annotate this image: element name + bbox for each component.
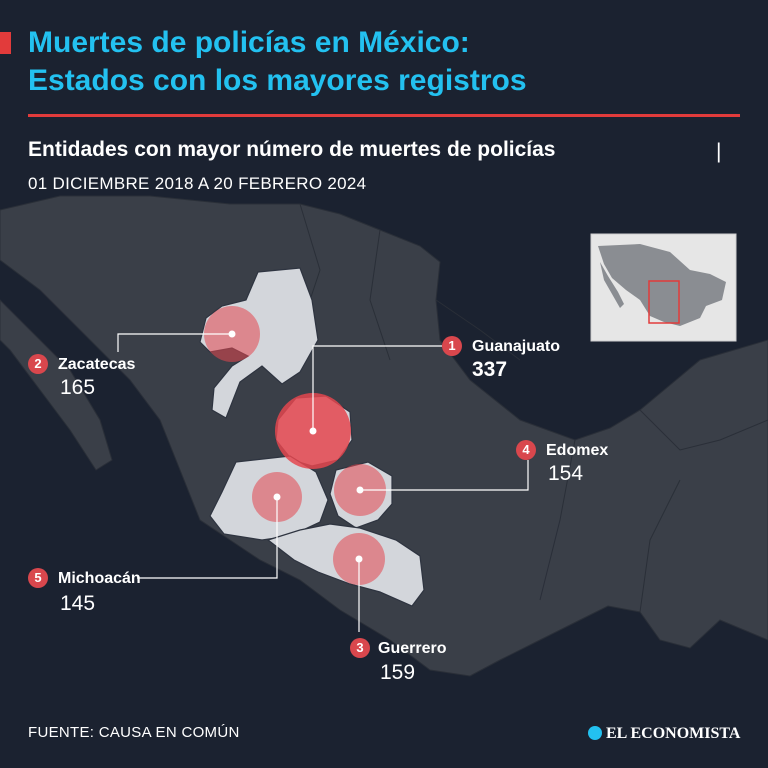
border-line: [435, 299, 521, 361]
border-line: [539, 439, 576, 601]
state-value: 159: [380, 661, 416, 684]
inset-baja: [600, 262, 624, 308]
state-name: Guanajuato: [472, 338, 561, 355]
rank-badge: 5: [28, 568, 48, 588]
yucatan-region: [639, 339, 768, 451]
state-name: Guerrero: [378, 640, 447, 657]
state-name: Michoacán: [58, 570, 141, 587]
leader-zacatecas: [117, 333, 232, 352]
rank-badge: 3: [350, 638, 370, 658]
leader-guanajuato: [312, 345, 442, 431]
rank-badge: 2: [28, 354, 48, 374]
title-line-2: Estados con los mayores registros: [28, 64, 527, 97]
state-name: Zacatecas: [58, 356, 136, 373]
leader-michoacan: [137, 497, 278, 579]
brand-logo: EL ECONOMISTA: [588, 725, 740, 743]
inset-map: [590, 233, 737, 342]
state-zacatecas: [199, 267, 319, 419]
page-title: Muertes de policías en México: Estados c…: [28, 24, 748, 100]
brand-icon: [588, 726, 602, 740]
mexico-landmass: [0, 195, 768, 677]
rank-badge: 1: [442, 336, 462, 356]
title-line-1: Muertes de policías en México:: [28, 26, 470, 59]
leader-edomex: [360, 460, 529, 491]
title-divider: [28, 114, 740, 117]
state-value: 337: [472, 358, 508, 381]
border-line: [639, 479, 681, 613]
date-range: 01 DICIEMBRE 2018 A 20 FEBRERO 2024: [28, 174, 367, 193]
brand-name: EL ECONOMISTA: [606, 725, 741, 742]
internal-borders: [299, 203, 681, 613]
inset-mexico-shape: [598, 244, 726, 326]
rank-badge: 4: [516, 440, 536, 460]
inset-highlight-box: [648, 280, 680, 324]
state-value: 165: [60, 376, 96, 399]
state-value: 154: [548, 462, 584, 485]
state-name: Edomex: [546, 442, 609, 459]
source-note: FUENTE: CAUSA EN COMÚN: [28, 724, 240, 741]
border-line: [369, 229, 391, 361]
title-accent-bar: [0, 32, 11, 54]
baja-peninsula: [0, 299, 113, 471]
leader-lines: [117, 333, 529, 632]
state-value: 145: [60, 592, 96, 615]
subtitle-separator: |: [716, 140, 722, 163]
subtitle: Entidades con mayor número de muertes de…: [28, 138, 556, 161]
